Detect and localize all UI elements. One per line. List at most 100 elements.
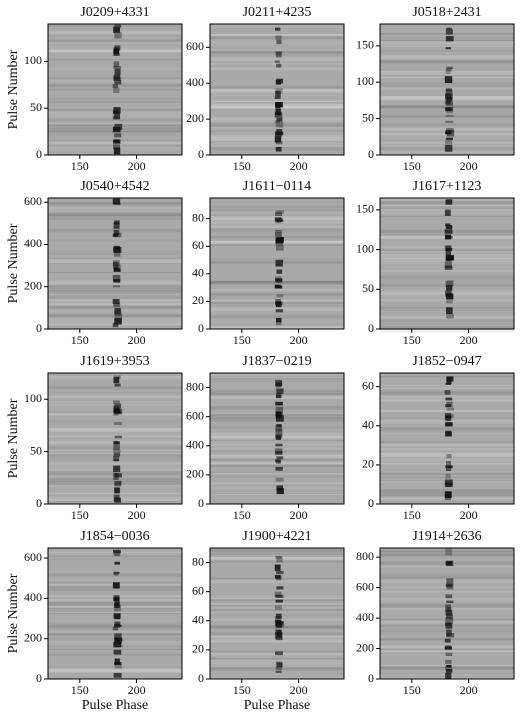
noise-stripe	[210, 374, 344, 376]
pulse-texture	[445, 223, 451, 227]
pulse-texture	[113, 139, 121, 144]
noise-stripe	[210, 201, 344, 205]
panel: J0211+4235 150 200 0 200 400 600	[186, 5, 345, 173]
x-tick-label: 150	[233, 159, 251, 173]
pulse-texture	[446, 418, 452, 421]
y-tick-label: 40	[362, 418, 374, 432]
x-tick-label: 200	[128, 333, 146, 347]
y-tick-label: 0	[368, 671, 374, 685]
pulse-texture	[445, 89, 453, 95]
noise-stripe	[380, 410, 514, 415]
pulse-texture	[276, 424, 282, 428]
pulse-texture	[276, 556, 283, 563]
pulse-texture	[112, 260, 120, 267]
pulse-texture	[275, 635, 283, 641]
noise-stripe	[380, 82, 514, 85]
noise-stripe	[210, 464, 344, 468]
noise-stripe	[380, 298, 514, 302]
y-tick-label: 100	[356, 74, 374, 88]
noise-stripe	[48, 555, 182, 558]
noise-stripe	[48, 289, 182, 294]
noise-stripe	[380, 489, 514, 493]
noise-stripe	[48, 664, 182, 669]
noise-stripe	[48, 258, 182, 263]
pulse-texture	[446, 376, 452, 381]
pulse-texture	[445, 138, 453, 145]
plot-frame	[47, 547, 183, 680]
noise-stripe	[48, 399, 182, 404]
y-tick-label: 0	[368, 496, 374, 510]
y-tick-label: 800	[356, 549, 374, 563]
panel: J1900+4221 150 200 0 20 40 60 80 Pulse Phase	[192, 529, 345, 713]
pulse-texture	[276, 485, 283, 491]
noise-stripe	[380, 649, 514, 653]
pulse-texture	[445, 199, 453, 205]
pulse-texture	[113, 269, 121, 272]
noise-stripe	[48, 388, 182, 390]
panel-title: J0540+4542	[80, 179, 149, 194]
pulse-texture	[112, 198, 121, 205]
pulse-texture	[275, 555, 282, 559]
noise-stripe	[380, 452, 514, 457]
noise-stripe	[48, 610, 182, 615]
noise-stripe	[48, 251, 182, 256]
noise-stripe	[380, 32, 514, 36]
pulse-texture	[112, 274, 121, 282]
pulse-texture	[275, 102, 281, 109]
pulse-texture	[275, 459, 281, 464]
pulse-texture	[113, 377, 120, 384]
pulse-texture	[114, 488, 121, 494]
noise-stripe	[380, 151, 514, 153]
noise-stripe	[380, 597, 514, 600]
pulse-texture	[276, 570, 284, 574]
noise-stripe	[48, 313, 182, 317]
pulse-texture	[114, 480, 122, 487]
pulse-texture	[114, 307, 121, 315]
noise-stripe	[380, 105, 514, 109]
panel-title: J1854−0036	[80, 529, 149, 544]
y-tick-label: 100	[24, 391, 42, 405]
pulse-texture	[444, 100, 451, 105]
pulse-texture	[113, 549, 121, 554]
noise-stripe	[210, 454, 344, 458]
pulse-texture	[445, 460, 452, 467]
y-axis-label: Pulse Number	[6, 573, 21, 653]
pulse-texture	[275, 229, 282, 233]
pulse-texture	[113, 27, 120, 33]
pulse-texture	[446, 578, 454, 586]
pulse-texture	[275, 428, 283, 436]
noise-stripe	[48, 287, 182, 292]
noise-stripe	[210, 406, 344, 410]
pulse-texture	[445, 652, 453, 657]
panel: J0518+2431 150 200 0 50 100 150	[356, 5, 515, 173]
pulse-texture	[114, 623, 121, 628]
noise-stripe	[210, 32, 344, 34]
noise-stripe	[380, 573, 514, 578]
y-tick-label: 400	[24, 236, 42, 250]
y-tick-label: 50	[362, 281, 374, 295]
noise-stripe	[380, 440, 514, 444]
pulse-texture	[444, 413, 452, 420]
panel-title: J0209+4331	[80, 5, 149, 20]
noise-stripe	[210, 549, 344, 553]
pulse-texture	[445, 561, 452, 566]
pulse-texture	[445, 250, 452, 256]
pulse-texture	[114, 435, 123, 439]
pulse-texture	[445, 617, 454, 625]
y-tick-label: 800	[186, 379, 204, 393]
pulse-texture	[275, 661, 282, 665]
noise-stripe	[380, 60, 514, 64]
y-tick-label: 600	[186, 408, 204, 422]
pulse-texture	[444, 76, 453, 83]
pulse-texture	[113, 261, 119, 269]
pulse-texture	[114, 111, 120, 117]
pulse-texture	[275, 108, 281, 116]
y-tick-label: 50	[30, 100, 42, 114]
pulse-texture	[446, 66, 454, 70]
pulse-texture	[113, 25, 122, 29]
pulse-texture	[275, 309, 284, 313]
noise-stripe	[380, 278, 514, 281]
panel-title: J1852−0947	[412, 354, 481, 369]
pulse-texture	[114, 473, 122, 478]
panel: J1837−0219 150 200 0 200 400 600 800	[186, 354, 345, 522]
